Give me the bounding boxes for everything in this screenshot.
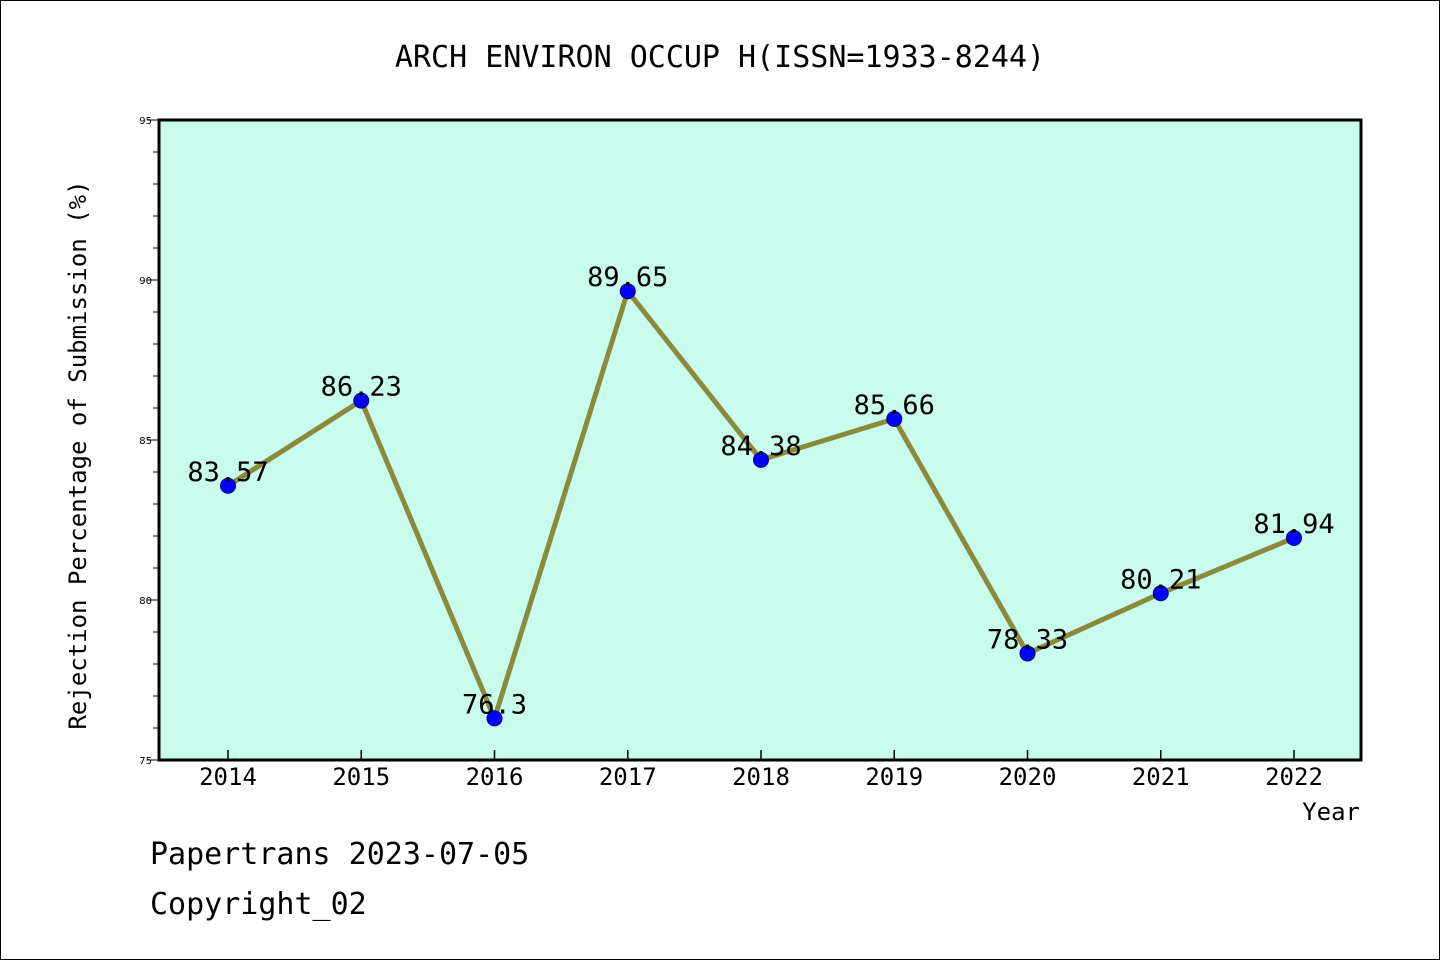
data-label: 78.33 — [987, 624, 1068, 655]
x-axis-label: Year — [1302, 798, 1360, 826]
data-point-marker — [1152, 585, 1169, 602]
data-label: 83.57 — [187, 457, 268, 488]
data-point-marker — [1019, 645, 1036, 662]
data-label: 80.21 — [1120, 564, 1201, 595]
data-point-marker — [619, 283, 636, 300]
data-point-marker — [1286, 529, 1302, 546]
y-tick-label: 75 — [139, 756, 152, 767]
x-tick-label: 2016 — [466, 763, 524, 791]
data-label: 85.66 — [854, 390, 935, 421]
data-point-marker — [220, 477, 236, 494]
y-axis-label: Rejection Percentage of Submission (%) — [64, 180, 92, 729]
x-tick-label: 2018 — [732, 763, 790, 791]
data-label: 89.65 — [587, 262, 668, 293]
data-label: 81.94 — [1253, 509, 1334, 540]
data-label: 76.3 — [462, 689, 527, 720]
y-axis: 75 80 85 90 95 — [139, 116, 159, 767]
chart-title: ARCH ENVIRON OCCUP H(ISSN=1933-8244) — [395, 40, 1045, 75]
data-labels: 83.57 86.23 76.3 89.65 84.38 85.66 78.33 80.21 8… — [187, 262, 1334, 720]
data-point-marker — [353, 392, 370, 409]
series-markers — [220, 283, 1302, 727]
data-point-marker — [753, 451, 769, 468]
data-label: 86.23 — [321, 372, 402, 403]
data-point-marker — [886, 410, 903, 427]
x-tick-label: 2020 — [999, 763, 1057, 791]
plot-border — [157, 118, 1363, 762]
y-tick-label: 95 — [139, 116, 152, 127]
plot-area — [159, 120, 1361, 760]
x-tick-label: 2017 — [599, 763, 657, 791]
x-axis: 2014 2015 2016 2017 2018 2019 2020 2021 2022 — [199, 750, 1323, 791]
x-tick-label: 2021 — [1132, 763, 1190, 791]
footer-copyright: Copyright_02 — [150, 887, 367, 922]
x-tick-label: 2015 — [332, 763, 390, 791]
x-tick-label: 2019 — [865, 763, 923, 791]
y-tick-label: 80 — [139, 596, 152, 607]
y-tick-label: 85 — [139, 436, 152, 447]
data-point-marker — [486, 710, 503, 727]
footer-date: Papertrans 2023-07-05 — [150, 837, 529, 872]
data-label: 84.38 — [720, 431, 801, 462]
x-tick-label: 2022 — [1265, 763, 1323, 791]
x-tick-label: 2014 — [199, 763, 257, 791]
y-tick-label: 90 — [139, 276, 152, 287]
